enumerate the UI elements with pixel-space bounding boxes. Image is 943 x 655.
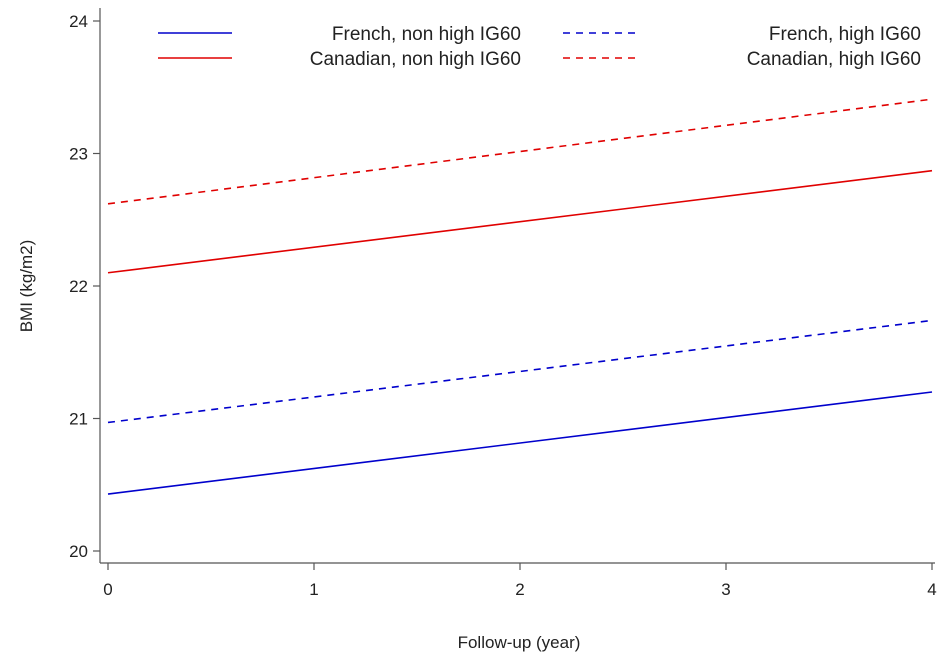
y-tick-label: 21 bbox=[69, 410, 88, 429]
legend-label: French, high IG60 bbox=[769, 24, 921, 45]
series-line bbox=[107, 169, 933, 274]
y-tick-label: 23 bbox=[69, 145, 88, 164]
series-layer bbox=[107, 98, 933, 495]
x-tick-label: 4 bbox=[927, 580, 936, 599]
series-line bbox=[107, 98, 933, 205]
legend-label: French, non high IG60 bbox=[332, 24, 521, 45]
y-tick-label: 24 bbox=[69, 12, 88, 31]
y-tick-label: 20 bbox=[69, 542, 88, 561]
x-tick-label: 1 bbox=[309, 580, 318, 599]
legend: French, non high IG60 French, high IG60 Ca… bbox=[158, 24, 921, 70]
legend-label: Canadian, non high IG60 bbox=[310, 49, 521, 70]
series-line bbox=[107, 391, 933, 495]
x-axis-title: Follow-up (year) bbox=[458, 633, 581, 652]
x-tick-label: 2 bbox=[515, 580, 524, 599]
x-tick-label: 0 bbox=[103, 580, 112, 599]
legend-label: Canadian, high IG60 bbox=[747, 49, 921, 70]
series-line bbox=[107, 319, 933, 424]
x-tick-label: 3 bbox=[721, 580, 730, 599]
y-axis-title: BMI (kg/m2) bbox=[17, 240, 36, 333]
y-tick-label: 22 bbox=[69, 277, 88, 296]
